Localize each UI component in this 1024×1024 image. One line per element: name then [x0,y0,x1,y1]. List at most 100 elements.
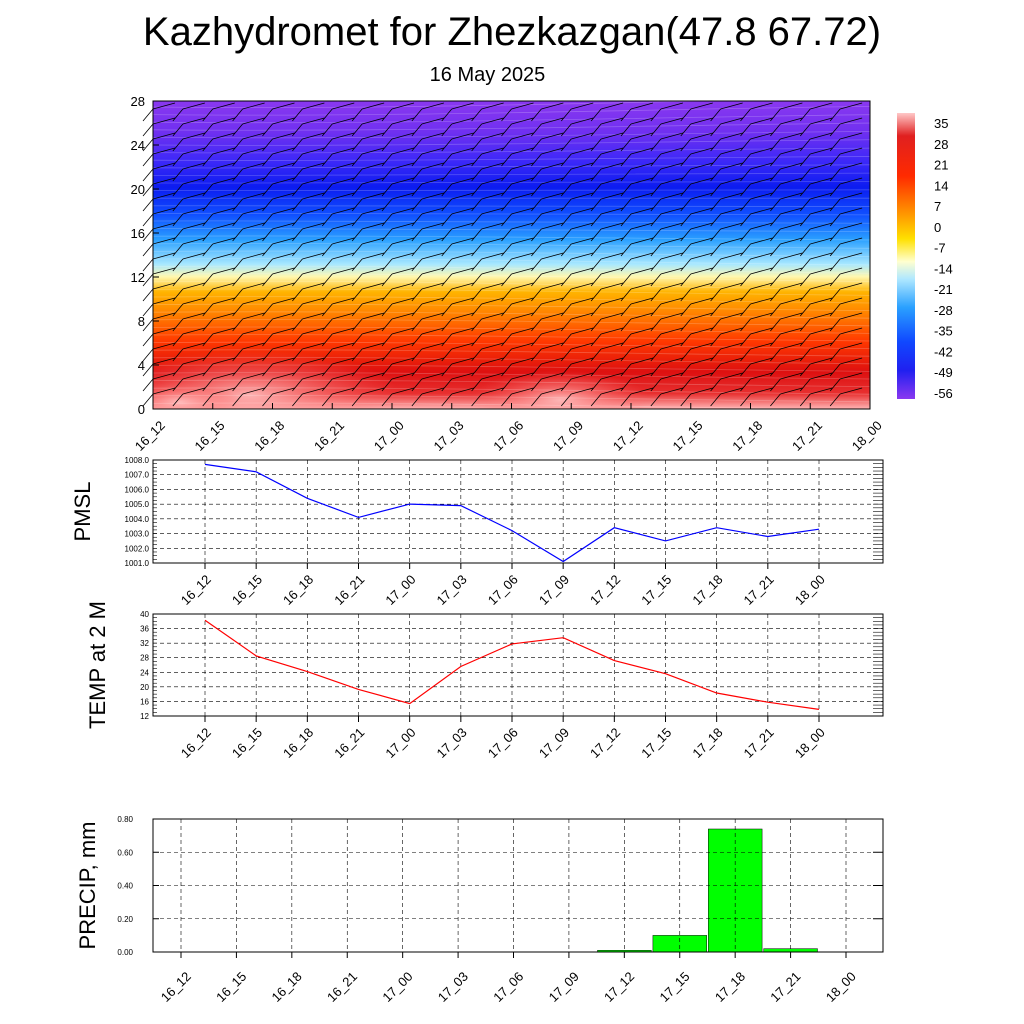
wind-barb-shaft [620,228,632,242]
wind-barb-shaft [680,303,692,317]
wind-barb-flag [571,267,594,275]
wind-barb-flag [601,102,624,110]
wind-barb-flag [242,357,265,365]
wind-barb-shaft [202,183,214,197]
wind-barb-shaft [770,168,781,182]
wind-barb-flag [451,207,474,215]
wind-barb-shaft [262,318,273,332]
heatmap-y-tick-label: 16 [131,226,145,241]
wind-barb-shaft [680,213,692,227]
wind-barb-shaft [680,138,692,152]
wind-barb-flag [720,372,743,380]
wind-barb-flag [391,312,415,320]
wind-barb-shaft [560,393,572,407]
wind-barb-shaft [531,303,542,317]
wind-barb-flag [660,327,683,335]
wind-barb-shaft [321,393,333,407]
wind-barb-shaft [799,378,811,392]
wind-barb-flag [690,132,713,140]
wind-barb-flag [362,147,385,155]
wind-barb-shaft [560,198,572,212]
x-tick-label: 17_03 [434,725,470,761]
wind-barb-flag [302,387,325,395]
wind-barb-flag [511,222,534,230]
wind-barb-shaft [560,288,572,302]
wind-barb-shaft [650,228,662,242]
colorbar-label: 0 [934,220,941,235]
wind-barb-shaft [770,108,781,122]
wind-barb-shaft [770,153,781,167]
wind-barb-shaft [292,108,303,122]
wind-barb-shaft [202,318,214,332]
wind-barb-shaft [321,378,333,392]
wind-barb-flag [571,297,594,305]
wind-barb-flag [720,132,743,140]
wind-barb-shaft [680,198,692,212]
wind-barb-shaft [351,258,363,272]
wind-barb-flag [571,237,594,245]
wind-barb-flag [571,117,594,125]
wind-barb-shaft [590,198,602,212]
colorbar-label: -21 [934,282,953,297]
wind-barb-shaft [142,393,154,407]
wind-barb-shaft [441,183,453,197]
wind-barb-shaft [441,318,453,332]
wind-barb-shaft [770,393,781,407]
x-tick-label: 18_00 [823,969,859,1005]
heatmap-contour [153,372,870,380]
heatmap-x-tick-label: 16_18 [251,418,287,454]
x-tick-label: 17_06 [490,969,526,1005]
wind-barb-shaft [560,168,572,182]
wind-barb-shaft [202,168,214,182]
wind-barb-shaft [710,183,721,197]
wind-barb-flag [541,207,564,215]
wind-barb-flag [690,297,713,305]
wind-barb-shaft [770,213,781,227]
y-tick-label: 32 [140,639,149,648]
wind-barb-flag [362,222,385,230]
wind-barb-shaft [411,378,423,392]
wind-barb-shaft [531,243,542,257]
wind-barb-flag [272,237,295,245]
wind-barb-shaft [799,303,811,317]
wind-barb-shaft [262,228,273,242]
wind-barb-shaft [321,243,333,257]
wind-barb-flag [750,207,773,215]
wind-barb-flag [541,357,564,365]
wind-barb-flag [511,267,534,275]
wind-barb-flag [720,267,743,275]
wind-barb-flag [810,222,833,230]
wind-barb-shaft [560,378,572,392]
wind-barb-flag [152,357,176,365]
wind-barb-flag [810,372,833,380]
wind-barb-shaft [829,393,841,407]
wind-barb-flag [720,387,743,395]
wind-barb-shaft [411,153,423,167]
heatmap-contour [153,303,870,311]
wind-barb-shaft [411,393,423,407]
wind-barb-shaft [142,348,154,362]
wind-barb-shaft [620,258,632,272]
wind-barb-shaft [740,348,751,362]
wind-barb-flag [690,177,713,185]
wind-barb-shaft [531,378,542,392]
heatmap-y-tick-label: 24 [131,138,145,153]
wind-barb-shaft [441,198,453,212]
wind-barb-shaft [411,363,423,377]
wind-barb-shaft [351,138,363,152]
wind-barb-flag [511,192,534,200]
wind-barb-shaft [590,153,602,167]
wind-barb-shaft [262,243,273,257]
wind-barb-flag [362,252,385,260]
wind-barb-flag [451,102,474,110]
wind-barb-flag [481,282,504,290]
wind-barb-flag [182,207,205,215]
wind-barb-shaft [680,153,692,167]
wind-barb-shaft [471,153,482,167]
wind-barb-shaft [620,123,632,137]
wind-barb-shaft [799,153,811,167]
wind-barb-flag [571,162,594,170]
wind-barb-shaft [321,183,333,197]
colorbar-label: 28 [934,137,948,152]
wind-barb-shaft [770,363,781,377]
